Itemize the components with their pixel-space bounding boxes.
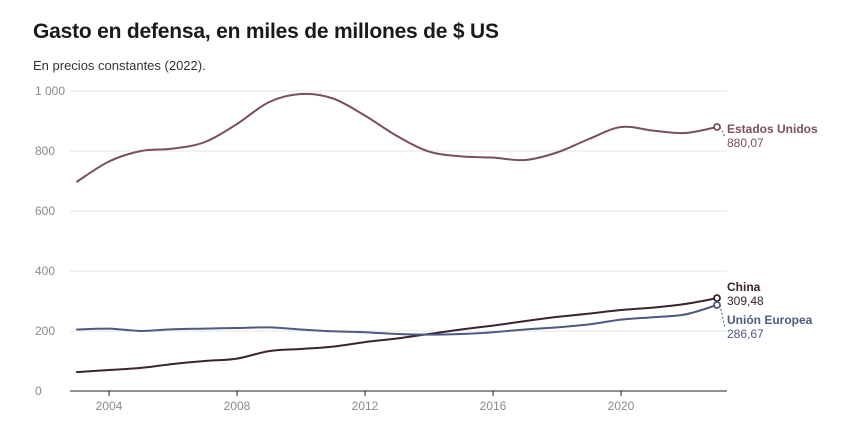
- series-value-china: 309,48: [727, 294, 764, 308]
- y-tick-label: 0: [35, 384, 42, 398]
- x-tick-label: 2020: [608, 399, 635, 413]
- x-tick-label: 2004: [96, 399, 123, 413]
- y-tick-label: 800: [35, 144, 55, 158]
- series-line-estados-unidos: [76, 92, 718, 183]
- x-tick-label: 2016: [480, 399, 507, 413]
- series-label-union-europea: Unión Europea: [727, 313, 813, 327]
- label-leader: [719, 126, 726, 138]
- y-tick-label: 600: [35, 204, 55, 218]
- chart-subtitle: En precios constantes (2022).: [33, 58, 206, 73]
- x-tick-label: 2008: [224, 399, 251, 413]
- y-tick-label: 200: [35, 324, 55, 338]
- label-leader: [719, 304, 726, 329]
- x-tick-label: 2012: [352, 399, 379, 413]
- series-value-union-europea: 286,67: [727, 327, 764, 341]
- series-label-estados-unidos: Estados Unidos: [727, 122, 818, 136]
- series-value-estados-unidos: 880,07: [727, 136, 764, 150]
- end-point-estados-unidos: [713, 123, 721, 131]
- y-tick-label: 400: [35, 264, 55, 278]
- y-tick-label: 1 000: [35, 84, 65, 98]
- series-line-union-europea: [76, 304, 718, 336]
- series-line-china: [76, 297, 718, 374]
- end-point-union-europea: [713, 301, 721, 309]
- end-point-china: [713, 294, 721, 303]
- series-label-china: China: [727, 280, 761, 294]
- chart-title: Gasto en defensa, en miles de millones d…: [33, 20, 499, 43]
